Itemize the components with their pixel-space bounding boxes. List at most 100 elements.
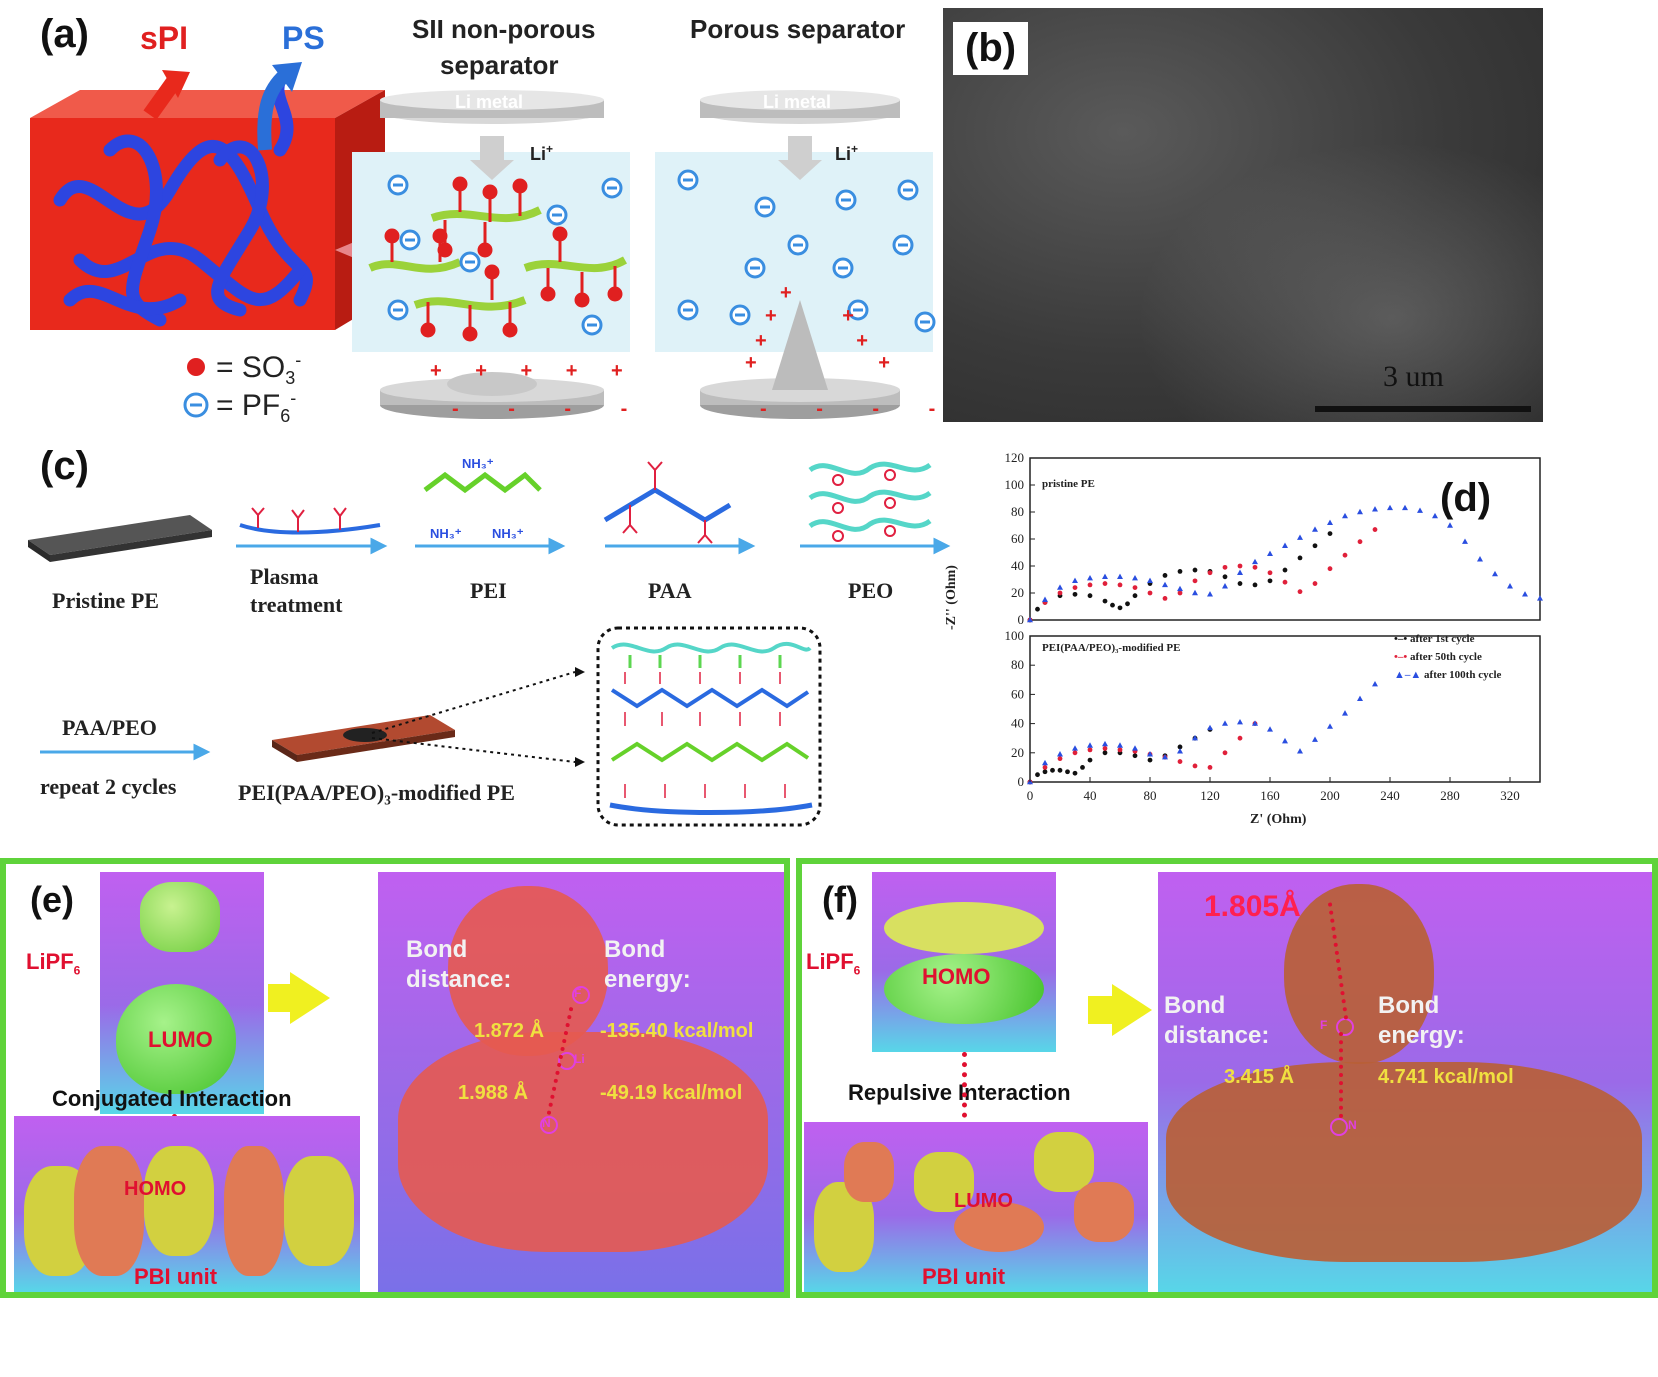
f-bond-energy-1: Bond [1378, 992, 1440, 1019]
point-top-s1 [1102, 581, 1108, 586]
point-top-s2 [1507, 583, 1513, 589]
point-top-s1 [1117, 582, 1123, 588]
e-esp-box: Bond distance: Bond energy: 1.872 Å -135… [378, 872, 784, 1292]
porous-plus-charges-2: + + [765, 305, 884, 327]
f-atom-n: N [1348, 1118, 1357, 1132]
ytick-label-top: 120 [1005, 450, 1025, 465]
ytick-label-bottom: 80 [1011, 657, 1024, 672]
point-bottom-s2 [1117, 742, 1123, 748]
point-top-s2 [1057, 584, 1063, 590]
point-top-s2 [1207, 591, 1213, 597]
f-pbi-label: PBI unit [922, 1264, 1006, 1289]
point-top-s2 [1402, 504, 1408, 511]
point-top-s2 [1492, 570, 1498, 577]
point-bottom-s0 [1072, 770, 1078, 776]
top-note: pristine PE [1042, 478, 1095, 490]
point-top-s2 [1252, 558, 1258, 565]
point-bottom-s1 [1102, 746, 1108, 751]
point-bottom-s2 [1042, 759, 1048, 766]
point-top-s1 [1222, 564, 1228, 570]
point-top-s1 [1132, 585, 1138, 590]
point-bottom-s1 [1207, 765, 1213, 770]
f-interaction-label: Repulsive Interaction [848, 1080, 1071, 1105]
f-bond-distance-2: distance: [1164, 1022, 1270, 1049]
paapeo-label: PAA/PEO [62, 715, 157, 740]
peo-label: PEO [848, 578, 894, 603]
panel-e: LUMO LiPF6 (e) Conjugated Interaction HO… [0, 858, 790, 1298]
point-top-s2 [1042, 596, 1048, 602]
point-bottom-s2 [1207, 724, 1213, 731]
nh3-top: NH₃⁺ [462, 456, 494, 471]
point-bottom-s0 [1080, 765, 1085, 770]
e-lumo-lobe [116, 984, 236, 1094]
point-bottom-s0 [1050, 767, 1055, 773]
sii-li-ion: Li+ [530, 142, 554, 164]
sem-image: (b) 3 um [943, 8, 1543, 422]
point-top-s0 [1102, 598, 1108, 604]
spi-label: sPI [140, 20, 189, 56]
point-bottom-s1 [1192, 763, 1198, 769]
point-top-s2 [1162, 581, 1168, 588]
porous-title: Porous separator [690, 14, 906, 44]
point-bottom-s2 [1357, 695, 1363, 701]
legend-so3-dot [187, 358, 205, 376]
point-bottom-s0 [1087, 757, 1093, 763]
point-bottom-s2 [1087, 742, 1093, 748]
porous-minus-charges: - - - - [760, 398, 958, 420]
panel-e-label: (e) [30, 879, 74, 920]
panel-b-label: (b) [953, 22, 1029, 75]
point-top-s0 [1117, 605, 1123, 611]
point-bottom-s1 [1087, 747, 1093, 753]
point-bottom-s2 [1147, 751, 1153, 757]
point-top-s0 [1297, 555, 1303, 561]
point-top-s1 [1267, 570, 1273, 576]
e-d2: 1.988 Å [458, 1082, 529, 1104]
y-axis-label: -Z'' (Ohm) [944, 565, 959, 630]
e-arrow [290, 972, 330, 1024]
e-lumo-label: LUMO [148, 1027, 213, 1052]
spi-arrow-head [162, 70, 190, 98]
f-bond-distance-1: Bond [1164, 992, 1226, 1019]
point-top-s2 [1462, 538, 1468, 544]
point-top-s0 [1267, 578, 1273, 584]
point-top-s2 [1432, 512, 1438, 519]
xtick-label: 120 [1200, 788, 1220, 803]
e-interaction-label: Conjugated Interaction [52, 1086, 292, 1111]
point-bottom-s1 [1237, 735, 1243, 741]
point-top-s0 [1252, 582, 1258, 588]
zoom-dotted-lines [371, 671, 576, 763]
sii-down-arrow [470, 136, 514, 180]
sii-title-1: SII non-porous [412, 14, 596, 44]
ytick-label-top: 100 [1005, 477, 1025, 492]
point-top-s0 [1177, 569, 1183, 574]
point-bottom-s2 [1237, 718, 1243, 725]
point-top-s2 [1117, 573, 1123, 579]
spi-arrow-shaft [143, 75, 182, 120]
point-top-s1 [1057, 590, 1063, 596]
point-top-s1 [1087, 582, 1093, 588]
point-top-s2 [1267, 550, 1273, 557]
sii-pf6-minus [393, 183, 617, 327]
point-top-s0 [1327, 531, 1333, 536]
e-bond-distance-2: distance: [406, 966, 512, 993]
point-top-s0 [1192, 567, 1198, 573]
panel-a-label: (a) [40, 12, 89, 56]
point-bottom-s2 [1297, 748, 1303, 754]
e-atom-f: F [574, 986, 582, 1000]
f-bond-energy-2: energy: [1378, 1022, 1465, 1049]
point-top-s2 [1537, 595, 1543, 601]
point-bottom-s2 [1072, 745, 1078, 751]
point-bottom-s1 [1117, 747, 1123, 753]
point-top-s0 [1035, 606, 1040, 612]
point-bottom-s2 [1132, 745, 1138, 751]
point-bottom-s0 [1057, 767, 1063, 773]
point-bottom-s0 [1065, 769, 1070, 775]
ytick-label-bottom: 100 [1005, 628, 1025, 643]
legend-item-2: •–• after 50th cycle [1394, 651, 1482, 663]
f-e1: 4.741 kcal/mol [1378, 1066, 1514, 1088]
paa-label: PAA [648, 578, 692, 603]
point-bottom-s1 [1057, 756, 1063, 762]
point-top-s1 [1312, 581, 1318, 586]
point-top-s2 [1417, 507, 1423, 513]
point-bottom-s0 [1177, 744, 1183, 750]
